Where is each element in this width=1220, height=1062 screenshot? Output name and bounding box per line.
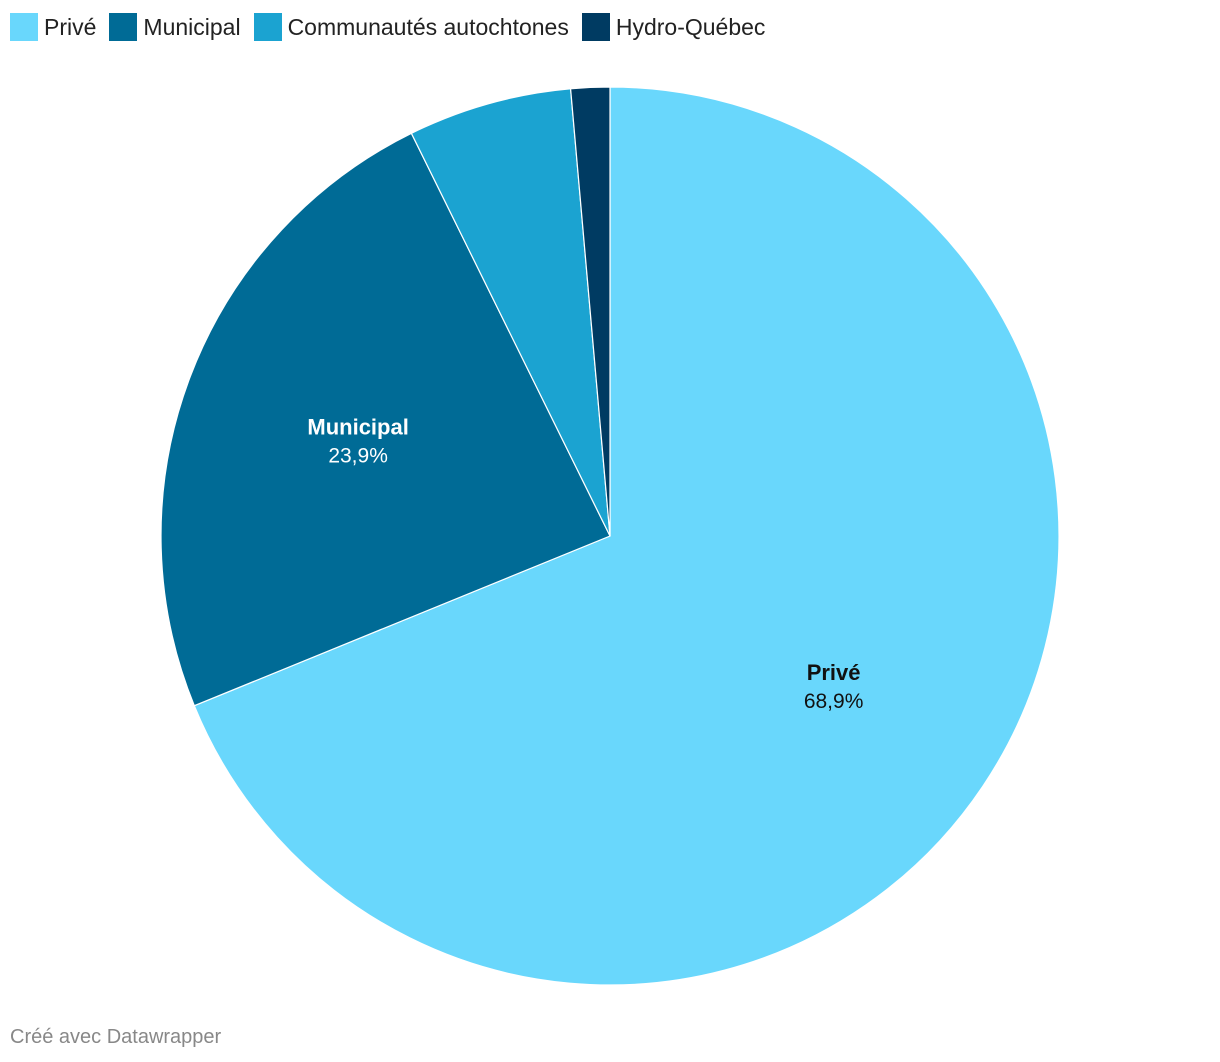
legend-label-prive: Privé <box>44 13 97 40</box>
slice-label-name-prive: Privé <box>807 660 861 685</box>
legend-swatch-prive <box>10 13 38 41</box>
chart-legend: Privé Municipal Communautés autochtones … <box>10 13 778 41</box>
legend-swatch-communautes-autochtones <box>253 13 282 41</box>
legend-swatch-hydro-quebec <box>581 13 610 41</box>
pie-slice-municipal <box>160 132 611 707</box>
slice-label-value-municipal: 23,9% <box>328 444 388 467</box>
legend-item-prive: Privé <box>10 13 96 41</box>
pie-slice-communautes-autochtones <box>410 88 611 537</box>
legend-label-communautes-autochtones: Communautés autochtones <box>287 13 569 40</box>
legend-item-municipal: Municipal <box>109 13 241 41</box>
legend-item-communautes-autochtones: Communautés autochtones <box>253 13 569 41</box>
slice-label-value-prive: 68,9% <box>804 690 864 713</box>
pie-slice-prive <box>193 86 1060 986</box>
slice-label-name-municipal: Municipal <box>307 414 408 439</box>
legend-label-hydro-quebec: Hydro-Québec <box>615 13 766 40</box>
legend-item-hydro-quebec: Hydro-Québec <box>581 13 766 41</box>
footer-credit: Créé avec Datawrapper <box>10 1026 222 1048</box>
legend-swatch-municipal <box>109 13 138 41</box>
pie-slice-hydro-quebec <box>569 86 611 537</box>
legend-label-municipal: Municipal <box>143 13 241 40</box>
